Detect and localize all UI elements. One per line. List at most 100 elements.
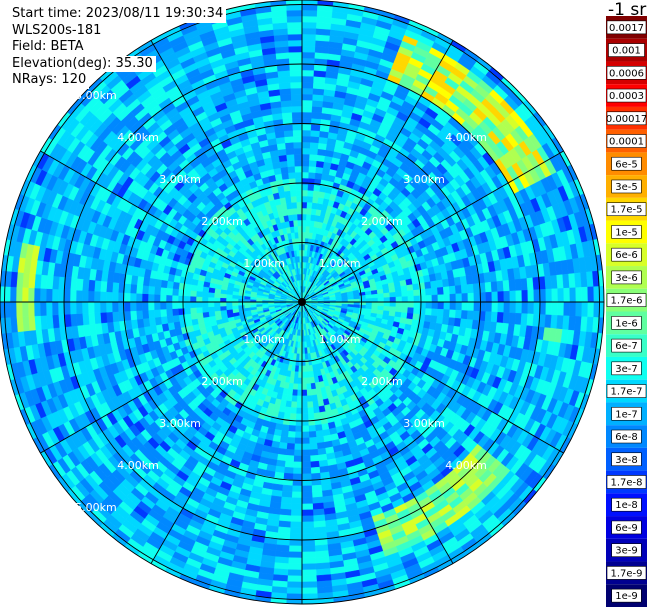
range-gate-cell [301,165,310,173]
range-gate-cell [280,502,292,510]
range-gate-cell [301,545,316,553]
range-gate-cell [76,313,84,326]
range-gate-cell [294,437,303,445]
range-gate-cell [285,454,295,463]
range-gate-cell [171,308,179,316]
range-gate-cell [425,308,433,316]
range-gate-cell [219,297,227,303]
range-gate-cell [183,295,191,303]
range-gate-cell [449,293,457,303]
range-gate-cell [455,293,463,303]
range-gate-cell [305,371,311,379]
range-gate-cell [231,298,239,303]
range-gate-cell [371,297,379,303]
range-gate-cell [306,395,313,403]
range-gate-cell [509,301,517,314]
range-gate-cell [407,295,415,303]
range-gate-cell [297,383,303,391]
range-gate-cell [301,455,311,463]
range-gate-cell [301,443,310,451]
range-gate-cell [431,287,439,296]
range-gate-cell [213,297,221,303]
range-gate-cell [283,184,291,192]
range-gate-cell [285,448,295,457]
range-gate-cell [301,437,310,445]
range-gate-cell [310,382,317,390]
range-gate-cell [82,312,90,326]
range-gate-cell [289,527,303,535]
range-gate-cell [147,293,155,303]
range-gate-cell [153,294,161,303]
range-gate-cell [514,278,522,292]
range-gate-cell [395,296,403,303]
range-gate-cell [105,301,113,313]
range-gate-cell [309,448,319,457]
range-gate-cell [311,484,323,492]
range-gate-cell [171,301,179,310]
range-gate-cell [539,288,547,303]
range-gate-cell [306,207,313,215]
range-gate-cell [309,147,319,156]
range-gate-cell [461,293,469,303]
range-gate-cell [301,153,310,161]
range-gate-cell [436,315,444,325]
range-gate-cell [280,100,292,108]
range-gate-cell [291,395,298,403]
range-gate-cell [237,304,245,309]
range-gate-cell [283,466,294,475]
range-gate-cell [296,207,303,215]
range-gate-cell [165,294,173,303]
range-gate-cell [225,297,233,303]
range-gate-cell [503,301,511,314]
range-gate-cell [183,289,191,297]
range-gate-cell [301,141,311,149]
range-gate-cell [449,301,457,311]
range-gate-cell [502,312,510,324]
range-gate-cell [183,301,191,309]
range-gate-cell [290,515,303,523]
range-gate-cell [301,377,307,385]
range-gate-cell [123,301,131,312]
range-gate-cell [289,183,297,191]
range-gate-cell [278,76,291,84]
range-gate-cell [301,425,310,433]
range-gate-cell [290,195,298,203]
range-gate-cell [383,301,391,307]
range-gate-cell [291,485,303,493]
range-gate-cell [448,285,457,295]
range-gate-cell [306,401,314,409]
range-gate-cell [291,201,298,209]
range-gate-cell [413,301,421,309]
range-gate-cell [286,153,295,162]
range-gate-cell [301,147,311,155]
range-gate-cell [291,111,303,119]
range-gate-cell [305,365,310,373]
range-gate-cell [401,290,409,298]
range-gate-cell [290,401,298,409]
range-gate-cell [437,286,445,296]
range-gate-cell [88,312,96,325]
range-gate-cell [310,135,320,144]
range-gate-cell [301,521,315,529]
range-gate-cell [195,301,203,308]
range-gate-cell [279,88,292,96]
range-gate-cell [293,449,303,457]
range-gate-cell [301,467,312,475]
range-gate-cell [521,301,529,315]
range-gate-cell [301,63,315,71]
range-gate-cell [231,301,239,306]
range-gate-cell [301,123,312,131]
range-gate-cell [172,281,180,290]
range-gate-cell [305,377,311,385]
range-gate-cell [219,301,227,307]
range-gate-cell [508,279,516,292]
range-gate-cell [280,496,292,504]
range-gate-cell [454,309,463,319]
range-gate-cell [301,171,310,179]
range-gate-cell [437,294,445,303]
range-gate-cell [201,306,209,313]
range-gate-cell [111,301,119,313]
range-gate-cell [195,290,203,298]
range-gate-cell [442,286,451,295]
range-gate-cell [301,527,315,535]
